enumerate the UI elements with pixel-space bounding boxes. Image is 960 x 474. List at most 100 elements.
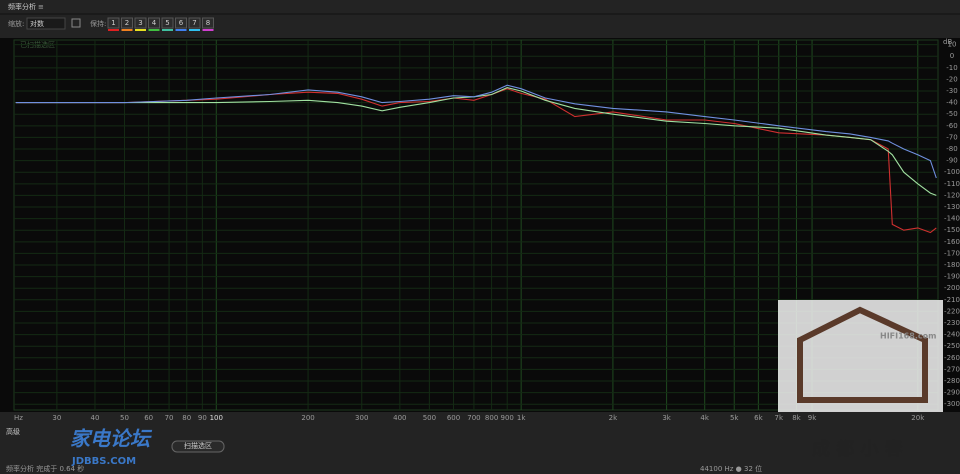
x-tick-label: 90 — [198, 414, 207, 422]
hold-button[interactable] — [175, 17, 187, 29]
y-tick-label: -130 — [944, 203, 960, 211]
y-tick-label: -20 — [946, 75, 957, 83]
hold-button-color — [202, 29, 214, 31]
status-right: 44100 Hz ● 32 位 — [700, 464, 762, 473]
y-tick-label: -210 — [944, 296, 960, 304]
hold-button-label[interactable]: 1 — [111, 19, 115, 27]
hold-button-label[interactable]: 7 — [192, 19, 196, 27]
logo-box — [778, 300, 943, 412]
hold-button-label[interactable]: 5 — [165, 19, 169, 27]
y-tick-label: -60 — [946, 122, 957, 130]
x-tick-label: 4k — [700, 414, 709, 422]
hold-button[interactable] — [134, 17, 147, 29]
plot-frame — [13, 39, 939, 411]
spectrum-line — [15, 87, 937, 196]
x-tick-label: 7k — [775, 414, 784, 422]
y-tick-label: -230 — [944, 319, 960, 327]
copy-icon[interactable] — [71, 18, 81, 28]
hold-button[interactable] — [107, 17, 120, 29]
hold-button-label[interactable]: 2 — [125, 19, 129, 27]
y-tick-label: -300 — [944, 400, 960, 408]
scan-button[interactable] — [171, 440, 225, 453]
panel-title: 频率分析 — [8, 2, 36, 11]
y-tick-label: 0 — [950, 52, 954, 60]
y-tick-label: -190 — [944, 273, 960, 281]
x-tick-label: 30 — [52, 414, 61, 422]
watermark-forum-url: JDBBS.COM — [71, 456, 136, 467]
zoom-select[interactable] — [26, 17, 66, 30]
y-tick-label: -100 — [944, 168, 960, 176]
hold-button-label[interactable]: 8 — [206, 19, 210, 27]
x-tick-label: 900 — [501, 414, 514, 422]
y-tick-label: -170 — [944, 249, 960, 257]
x-tick-label: 9k — [808, 414, 817, 422]
y-tick-label: -180 — [944, 261, 960, 269]
y-tick-label: -220 — [944, 307, 960, 315]
hold-button[interactable] — [121, 17, 133, 29]
spectrum-line — [15, 88, 937, 234]
x-tick-label: 8k — [792, 414, 801, 422]
hold-button-color — [189, 29, 200, 31]
x-tick-label: 70 — [165, 414, 174, 422]
y-tick-label: -140 — [944, 215, 960, 223]
y-tick-label: -160 — [944, 238, 960, 246]
status-left: 频率分析 完成于 0.64 秒 — [6, 464, 84, 473]
x-tick-label: 300 — [355, 414, 368, 422]
y-axis-label: dB — [943, 38, 952, 46]
x-tick-label: 40 — [91, 414, 100, 422]
x-tick-label: 500 — [423, 414, 436, 422]
y-tick-label: -120 — [944, 191, 960, 199]
logo-house — [797, 306, 928, 403]
y-tick-label: -50 — [946, 110, 957, 118]
scan-button-label[interactable]: 扫描选区 — [184, 441, 212, 450]
hold-button[interactable] — [148, 17, 160, 29]
y-tick-label: -70 — [946, 133, 957, 141]
x-tick-label: 700 — [467, 414, 480, 422]
y-tick-label: -80 — [946, 145, 957, 153]
hold-button-label[interactable]: 4 — [152, 19, 157, 27]
hold-button-color — [135, 29, 146, 31]
x-tick-label: 100 — [210, 414, 223, 422]
y-tick-label: -240 — [944, 331, 960, 339]
x-tick-label: 60 — [144, 414, 153, 422]
x-tick-label: 400 — [393, 414, 406, 422]
x-tick-label: 3k — [662, 414, 671, 422]
x-tick-label: 600 — [447, 414, 460, 422]
y-tick-label: -200 — [944, 284, 960, 292]
y-tick-label: -10 — [946, 64, 957, 72]
footer-bg — [0, 412, 960, 474]
x-tick-label: 1k — [517, 414, 526, 422]
x-tick-label: 50 — [120, 414, 129, 422]
x-tick-label: 6k — [754, 414, 763, 422]
hold-button-label[interactable]: 6 — [179, 19, 184, 27]
y-tick-label: -290 — [944, 389, 960, 397]
lines — [15, 84, 937, 234]
hold-button[interactable] — [202, 17, 214, 29]
y-tick-label: 10 — [948, 41, 957, 49]
hold-button-color — [162, 29, 173, 31]
y-tick-label: -150 — [944, 226, 960, 234]
y-tick-label: -250 — [944, 342, 960, 350]
y-tick-label: -260 — [944, 354, 960, 362]
advanced-toggle[interactable]: 高级 — [6, 427, 20, 436]
panel-menu-icon[interactable]: ≡ — [38, 3, 44, 11]
hold-button-label[interactable]: 3 — [138, 19, 142, 27]
y-tick-label: -40 — [946, 99, 957, 107]
hold-button[interactable] — [188, 17, 201, 29]
zoom-label: 缩放: — [8, 19, 24, 28]
x-tick-label: 80 — [182, 414, 191, 422]
hold-button-color — [108, 29, 119, 31]
hold-button[interactable] — [161, 17, 174, 29]
hold-button-color — [148, 29, 160, 31]
x-tick-label: 800 — [485, 414, 498, 422]
zoom-value[interactable]: 对数 — [30, 19, 44, 28]
x-tick-label: 20k — [911, 414, 925, 422]
watermark-forum: 家电论坛 — [70, 427, 153, 451]
hold-button-color — [175, 29, 187, 31]
x-tick-label: 5k — [730, 414, 739, 422]
x-tick-label: 2k — [609, 414, 618, 422]
x-axis-label: Hz — [14, 414, 23, 422]
y-tick-label: -30 — [946, 87, 957, 95]
